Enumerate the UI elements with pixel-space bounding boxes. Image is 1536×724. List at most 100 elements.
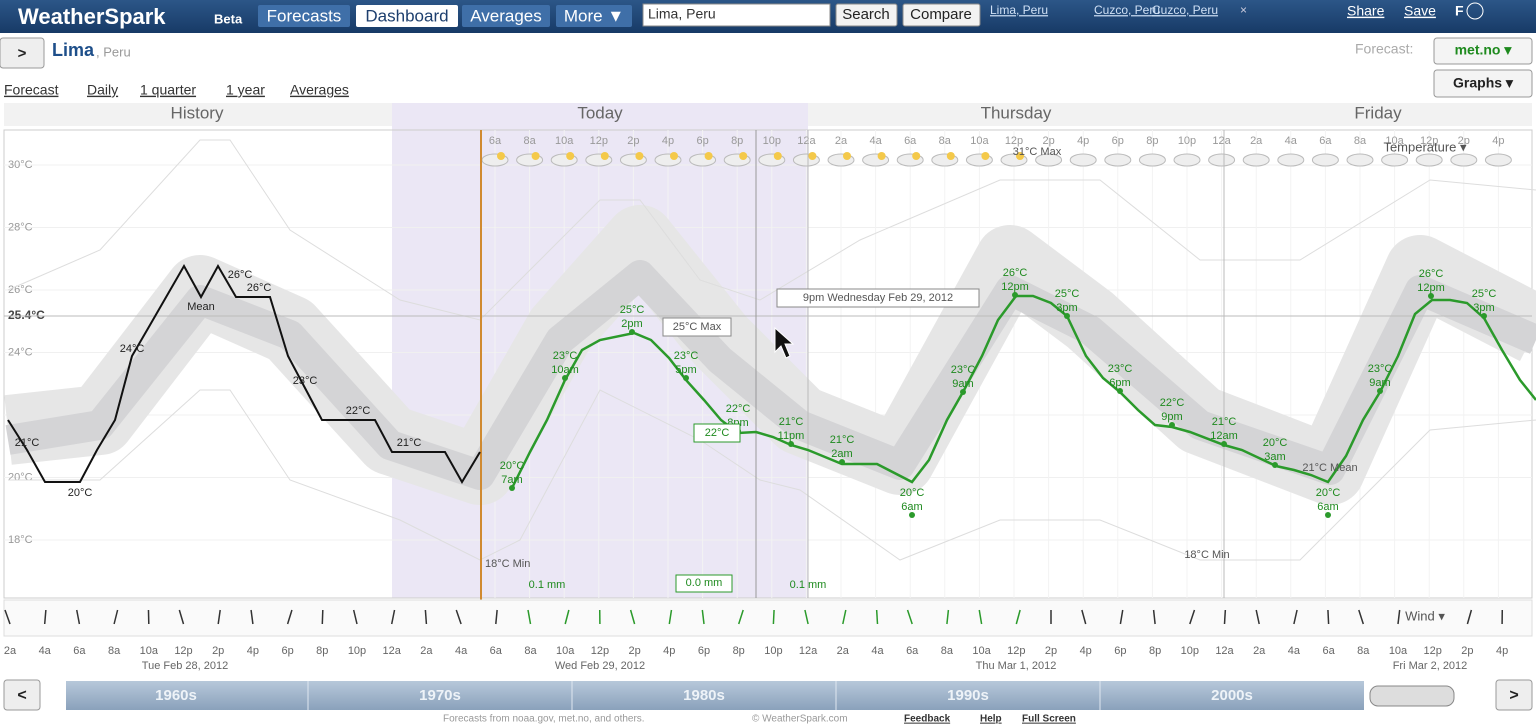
history-label: 26°C — [247, 282, 272, 294]
nav-button[interactable] — [258, 5, 350, 27]
forecast-source: met.no ▾ — [1455, 42, 1513, 58]
wind-arrow — [495, 609, 498, 625]
bottom-time-label: 8a — [108, 645, 121, 657]
forecast-point — [1272, 462, 1278, 468]
forecast-time: 12pm — [1001, 281, 1029, 293]
temperature-menu[interactable]: Temperature ▾ — [1383, 139, 1467, 154]
decade-label[interactable]: 1990s — [947, 687, 989, 704]
tab-link[interactable]: Averages — [290, 82, 349, 98]
wind-menu[interactable]: Wind ▾ — [1405, 608, 1445, 623]
forecast-time: 11pm — [778, 430, 805, 442]
min-label: 18°C Min — [1184, 549, 1229, 561]
nav-button[interactable] — [556, 5, 632, 27]
sun-icon — [566, 152, 575, 160]
forecast-time: 6pm — [1109, 377, 1130, 389]
unit-toggle[interactable]: F — [1455, 3, 1464, 19]
unit-icon[interactable] — [1466, 2, 1484, 20]
wind-arrow — [424, 609, 428, 625]
wind-arrow — [178, 609, 185, 625]
expand-button[interactable] — [0, 37, 45, 69]
decade-label[interactable]: 2000s — [1211, 687, 1253, 704]
date-label: Tue Feb 28, 2012 — [142, 660, 228, 672]
footer-link[interactable]: Full Screen — [1022, 714, 1076, 724]
y-tick-label: 28°C — [8, 221, 33, 233]
sun-icon — [670, 152, 678, 160]
bottom-time-label: 2p — [628, 645, 640, 657]
forecast-time: 3am — [1264, 451, 1285, 463]
current-temp-label: 25.4°C — [8, 308, 45, 322]
y-tick-label: 18°C — [8, 534, 33, 546]
y-tick-label: 20°C — [8, 471, 33, 483]
forecast-time: 12am — [1210, 430, 1238, 442]
footer-link[interactable]: Feedback — [904, 714, 951, 724]
y-tick-label: 26°C — [8, 284, 33, 296]
scroll-right-icon: > — [1509, 687, 1518, 704]
bottom-time-label: 10p — [764, 645, 782, 657]
nav-button[interactable] — [462, 5, 550, 27]
wind-arrow — [701, 609, 705, 625]
save-link[interactable]: Save — [1404, 3, 1436, 19]
tab-link[interactable]: 1 year — [226, 82, 265, 98]
bottom-time-label: 6a — [1322, 645, 1335, 657]
forecast-line — [510, 294, 1536, 489]
footer-link[interactable]: Help — [980, 714, 1002, 724]
scroll-right[interactable] — [1495, 679, 1533, 711]
wind-arrow — [629, 609, 636, 625]
graphs-button[interactable] — [1433, 69, 1533, 98]
wind-arrow — [1397, 609, 1401, 625]
section-title: History — [171, 103, 224, 122]
scroll-left[interactable] — [3, 679, 41, 711]
top-time-label: 4p — [1077, 135, 1089, 147]
top-time-label: 8a — [1354, 135, 1367, 147]
tab-link[interactable]: Forecast — [4, 82, 59, 98]
recent-link[interactable]: Cuzco, Peru — [1094, 3, 1160, 17]
wind-arrow — [564, 609, 570, 625]
precip-box — [675, 574, 733, 593]
wind-arrow — [4, 609, 11, 625]
decade-label[interactable]: 1980s — [683, 687, 725, 704]
bottom-time-label: 2p — [1045, 645, 1057, 657]
compare-button[interactable] — [902, 3, 981, 27]
bottom-time-label: 10p — [348, 645, 366, 657]
wind-arrow — [217, 609, 221, 625]
top-time-label: 2p — [1042, 135, 1054, 147]
top-time-label: 12p — [1005, 135, 1023, 147]
bottom-time-label: 10p — [1181, 645, 1199, 657]
recent-close[interactable]: × — [1240, 3, 1247, 17]
bottom-time-label: 12p — [1007, 645, 1025, 657]
decade-label[interactable]: 1970s — [419, 687, 461, 704]
weather-icon — [1138, 153, 1166, 167]
share-link[interactable]: Share — [1347, 3, 1385, 19]
forecast-source-button[interactable] — [1433, 37, 1533, 65]
history-label: 22°C — [346, 405, 371, 417]
date-label: Wed Feb 29, 2012 — [555, 660, 645, 672]
wind-arrow — [875, 609, 879, 625]
bottom-time-label: 12p — [1424, 645, 1442, 657]
bottom-time-label: 4a — [455, 645, 468, 657]
recent-link[interactable]: Lima, Peru — [990, 3, 1048, 17]
graphs-label: Graphs ▾ — [1453, 75, 1514, 91]
forecast-point — [1428, 293, 1434, 299]
decade-label[interactable]: 1960s — [155, 687, 197, 704]
sun-icon — [912, 152, 921, 160]
tab-link[interactable]: Daily — [87, 82, 118, 98]
current-box-label: 22°C — [705, 427, 730, 439]
mean-label: 21°C Mean — [1302, 462, 1357, 474]
nav-button[interactable] — [356, 5, 458, 27]
history-label: 24°C — [120, 343, 145, 355]
range-handle[interactable] — [1369, 685, 1455, 707]
search-button[interactable] — [835, 3, 898, 27]
search-input[interactable] — [642, 3, 831, 27]
bottom-time-label: 8p — [316, 645, 328, 657]
top-time-label: 12a — [1212, 135, 1231, 147]
forecast-temp: 23°C — [553, 350, 578, 362]
tab-link[interactable]: 1 quarter — [140, 82, 196, 98]
forecast-temp: 20°C — [1316, 487, 1341, 499]
logo[interactable]: WeatherSpark — [18, 4, 166, 29]
wind-arrow — [352, 609, 358, 625]
weather-icon — [1484, 153, 1512, 167]
wind-arrow — [321, 609, 324, 625]
recent-link[interactable]: Cuzco, Peru — [1152, 3, 1218, 17]
bottom-time-label: 4p — [1496, 645, 1508, 657]
